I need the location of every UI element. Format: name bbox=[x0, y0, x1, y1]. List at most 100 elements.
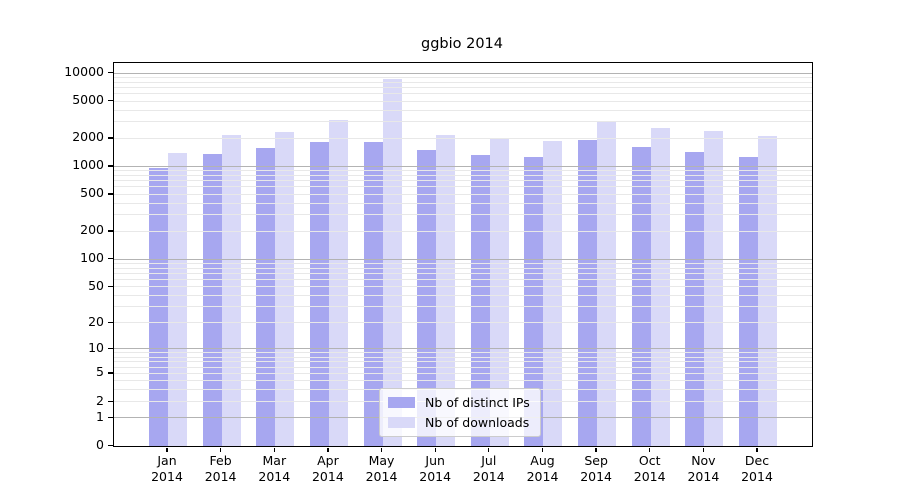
gridline-8 bbox=[114, 356, 812, 358]
gridline-6000 bbox=[114, 93, 812, 95]
y-tick-label-10000: 10000 bbox=[64, 64, 104, 79]
y-tick-label-20: 20 bbox=[88, 313, 104, 329]
legend-label-downloads: Nb of downloads bbox=[425, 415, 530, 430]
bar-aug-downloads bbox=[543, 140, 563, 446]
x-tick-label-dec: Dec 2014 bbox=[741, 453, 773, 484]
y-tick-label-5: 5 bbox=[96, 364, 104, 380]
gridline-500 bbox=[114, 193, 812, 195]
gridline-4000 bbox=[114, 109, 812, 111]
x-tick-label-nov: Nov 2014 bbox=[687, 453, 720, 484]
bar-jun-downloads bbox=[436, 135, 456, 446]
bar-mar-ips bbox=[256, 148, 276, 446]
gridline-700 bbox=[114, 180, 812, 182]
x-tick-label-oct: Oct 2014 bbox=[633, 453, 666, 484]
bar-oct-ips bbox=[631, 147, 651, 446]
y-tick-label-1000: 1000 bbox=[72, 157, 104, 173]
x-tick-label-mar: Mar 2014 bbox=[258, 453, 291, 484]
gridline-6 bbox=[114, 366, 812, 368]
gridline-70 bbox=[114, 272, 812, 274]
gridline-30 bbox=[114, 306, 812, 308]
gridline-100 bbox=[114, 258, 812, 260]
gridline-9 bbox=[114, 352, 812, 354]
gridline-9000 bbox=[114, 76, 812, 78]
gridline-10 bbox=[114, 348, 812, 350]
y-tick-label-2000: 2000 bbox=[72, 129, 104, 145]
x-tick-label-apr: Apr 2014 bbox=[311, 453, 344, 484]
gridline-60 bbox=[114, 279, 812, 280]
bar-jun-ips bbox=[417, 149, 437, 446]
gridline-1000 bbox=[114, 165, 812, 167]
legend-swatch-ips bbox=[388, 397, 415, 408]
gridline-4 bbox=[114, 380, 812, 382]
y-tick-1 bbox=[108, 416, 113, 419]
legend-label-ips: Nb of distinct IPs bbox=[425, 395, 530, 410]
gridline-200 bbox=[114, 230, 812, 232]
y-tick-label-0: 0 bbox=[96, 437, 104, 452]
bar-jan-downloads bbox=[168, 152, 187, 446]
x-tick-jan bbox=[166, 448, 168, 452]
y-tick-0 bbox=[108, 445, 113, 447]
bar-nov-ips bbox=[685, 151, 705, 446]
chart-title: ggbio 2014 bbox=[420, 36, 504, 52]
y-tick-100 bbox=[108, 258, 113, 260]
y-tick-200 bbox=[108, 230, 113, 232]
y-tick-label-1: 1 bbox=[96, 408, 104, 424]
bar-dec-downloads bbox=[758, 135, 777, 446]
legend-item-downloads: Nb of downloads bbox=[388, 415, 530, 430]
x-tick-sep bbox=[595, 448, 597, 452]
x-tick-apr bbox=[327, 448, 329, 452]
x-tick-mar bbox=[273, 448, 275, 452]
gridline-40 bbox=[114, 295, 812, 297]
legend-item-distinct-ips: Nb of distinct IPs bbox=[388, 395, 530, 410]
x-tick-label-sep: Sep 2014 bbox=[580, 453, 612, 484]
bar-may-ips bbox=[363, 141, 383, 446]
y-tick-label-10: 10 bbox=[88, 339, 104, 355]
y-tick-label-200: 200 bbox=[80, 222, 104, 238]
y-tick-2 bbox=[108, 400, 113, 402]
gridline-90 bbox=[114, 262, 812, 264]
x-tick-label-jan: Jan 2014 bbox=[151, 453, 183, 484]
y-tick-1000 bbox=[108, 165, 113, 167]
gridline-7 bbox=[114, 361, 812, 363]
x-tick-label-aug: Aug 2014 bbox=[526, 453, 559, 484]
y-tick-20 bbox=[108, 321, 113, 324]
x-tick-oct bbox=[649, 448, 651, 452]
y-tick-500 bbox=[108, 193, 113, 195]
plot-area: Nb of distinct IPs Nb of downloads bbox=[113, 62, 813, 447]
bar-apr-downloads bbox=[328, 120, 348, 446]
gridline-80 bbox=[114, 267, 812, 269]
gridline-7000 bbox=[114, 86, 812, 88]
y-tick-5 bbox=[108, 372, 113, 374]
y-tick-label-2: 2 bbox=[96, 392, 104, 408]
y-tick-label-500: 500 bbox=[80, 185, 104, 201]
y-tick-10 bbox=[108, 347, 113, 350]
x-tick-aug bbox=[541, 448, 544, 452]
x-tick-label-jul: Jul 2014 bbox=[472, 453, 505, 484]
gridline-300 bbox=[114, 214, 812, 216]
y-tick-label-5000: 5000 bbox=[72, 92, 104, 108]
gridline-5000 bbox=[114, 100, 812, 102]
bar-feb-downloads bbox=[221, 134, 241, 446]
legend-swatch-downloads bbox=[388, 417, 415, 428]
x-tick-label-jun: Jun 2014 bbox=[419, 453, 452, 484]
bar-jul-downloads bbox=[489, 139, 509, 446]
y-tick-5000 bbox=[108, 100, 113, 102]
x-tick-feb bbox=[219, 448, 222, 452]
gridline-10000 bbox=[114, 72, 812, 74]
y-tick-2000 bbox=[108, 137, 113, 139]
gridline-3000 bbox=[114, 121, 812, 123]
gridline-20 bbox=[114, 322, 812, 324]
x-tick-label-may: May 2014 bbox=[365, 453, 398, 484]
y-tick-label-50: 50 bbox=[88, 277, 104, 293]
bar-nov-downloads bbox=[704, 130, 724, 446]
x-tick-dec bbox=[756, 448, 758, 452]
gridline-5 bbox=[114, 372, 812, 374]
legend: Nb of distinct IPs Nb of downloads bbox=[379, 388, 541, 437]
x-tick-label-feb: Feb 2014 bbox=[204, 453, 237, 484]
bar-feb-ips bbox=[202, 154, 222, 446]
x-tick-jun bbox=[434, 448, 436, 452]
gridline-800 bbox=[114, 174, 812, 176]
gridline-8000 bbox=[114, 81, 812, 83]
x-tick-jul bbox=[488, 448, 490, 452]
